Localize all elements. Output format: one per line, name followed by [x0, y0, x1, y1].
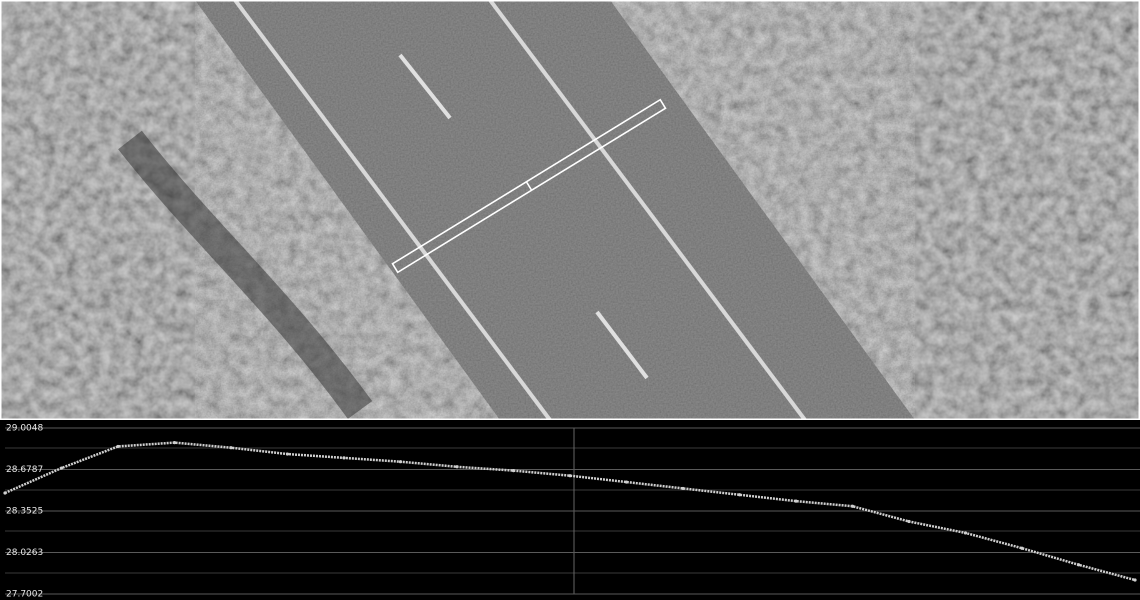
y-tick-label: 29.0048	[6, 424, 43, 434]
profile-point	[851, 505, 854, 508]
profile-point	[286, 452, 289, 455]
y-tick-label: 28.0263	[6, 548, 43, 558]
profile-point	[399, 460, 402, 463]
profile-point	[3, 491, 6, 494]
profile-point	[625, 480, 628, 483]
profile-point	[173, 441, 176, 444]
profile-point	[794, 500, 797, 503]
profile-point	[60, 466, 63, 469]
profile-point	[1133, 578, 1136, 581]
profile-point	[229, 446, 232, 449]
y-tick-label: 28.6787	[6, 465, 43, 475]
profile-point	[116, 445, 119, 448]
profile-point	[964, 531, 967, 534]
viewer: 27.7002 28.0263 28.3525 28.6787 29.0048	[0, 0, 1140, 600]
profile-point	[1077, 563, 1080, 566]
point-cloud-view	[0, 0, 1140, 420]
page: {"chart_data": {"type": "line", "values"…	[0, 0, 1140, 600]
profile-point	[907, 520, 910, 523]
profile-point	[512, 469, 515, 472]
y-tick-label: 28.3525	[6, 507, 43, 517]
profile-point	[455, 465, 458, 468]
y-tick-label: 27.7002	[6, 590, 43, 600]
profile-point	[342, 456, 345, 459]
profile-point	[1020, 547, 1023, 550]
profile-point	[681, 487, 684, 490]
profile-point	[568, 474, 571, 477]
profile-point	[738, 493, 741, 496]
